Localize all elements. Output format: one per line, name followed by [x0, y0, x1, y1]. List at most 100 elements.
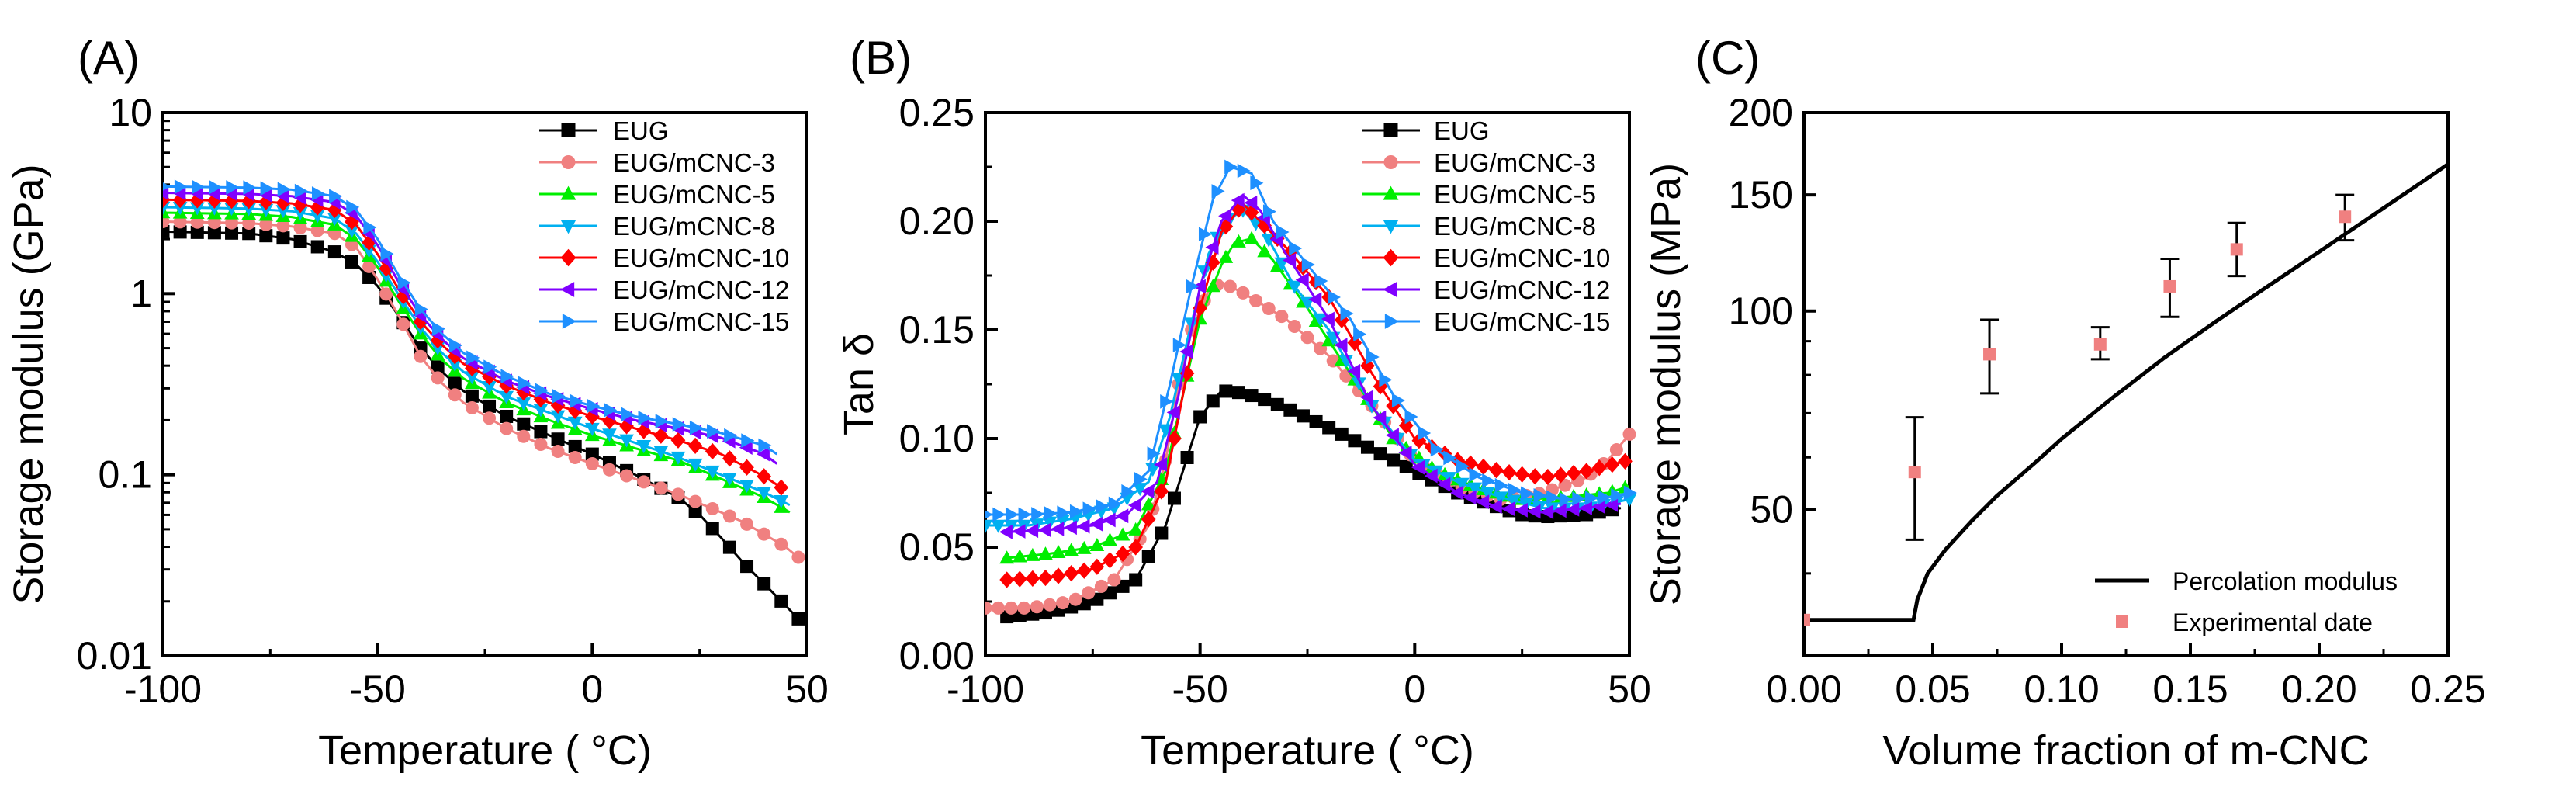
- data-point: [1572, 491, 1586, 506]
- data-point: [380, 246, 394, 262]
- data-point: [1489, 461, 1504, 479]
- legend-marker: [561, 123, 576, 137]
- data-point: [1480, 487, 1495, 501]
- data-point: [551, 432, 565, 446]
- legend-entry: EUG/mCNC-15: [1362, 307, 1610, 336]
- legend: EUG EUG/mCNC-3 EUG/mCNC-5 EUG/mCNC-8 EUG/mCN…: [539, 116, 789, 336]
- legend-marker: [1384, 314, 1399, 329]
- data-point: [739, 440, 753, 456]
- data-point: [1584, 491, 1598, 506]
- x-tick-label: 0: [581, 667, 603, 711]
- data-point: [1017, 601, 1031, 615]
- data-point: [190, 225, 204, 239]
- data-point: [550, 410, 566, 424]
- data-point: [517, 417, 531, 431]
- data-point: [1463, 490, 1477, 505]
- legend-entry: EUG/mCNC-3: [1362, 148, 1596, 177]
- data-point: [638, 411, 652, 425]
- data-point: [1515, 466, 1530, 483]
- data-point: [1244, 195, 1258, 210]
- x-tick-label: -100: [124, 667, 202, 711]
- data-point: [1347, 363, 1361, 379]
- data-point: [620, 469, 634, 483]
- data-point: [1102, 512, 1116, 528]
- data-point: [653, 446, 669, 459]
- legend-label: EUG/mCNC-10: [613, 244, 789, 272]
- legend-label: EUG/mCNC-12: [613, 276, 789, 304]
- data-point: [241, 192, 257, 210]
- data-point: [757, 468, 772, 485]
- data-point: [1132, 483, 1148, 497]
- data-point: [774, 479, 789, 496]
- data-point: [1115, 545, 1130, 563]
- data-point: [992, 601, 1006, 615]
- data-point: [259, 229, 273, 243]
- data-point: [707, 424, 721, 439]
- data-point: [1141, 484, 1155, 499]
- x-tick-label: 0.15: [2152, 667, 2228, 711]
- legend-marker: [1383, 220, 1399, 234]
- data-point: [242, 227, 256, 241]
- data-point: [277, 182, 291, 197]
- data-point: [1076, 518, 1090, 534]
- data-point: [1044, 506, 1058, 521]
- data-point: [653, 427, 669, 444]
- data-point: [483, 399, 497, 413]
- legend-label: Experimental date: [2173, 608, 2373, 636]
- legend-entry: EUG/mCNC-5: [1362, 180, 1596, 209]
- data-point: [1154, 483, 1169, 500]
- panel-label: (B): [850, 32, 912, 84]
- data-point: [241, 203, 257, 217]
- data-point: [1121, 484, 1135, 499]
- data-point: [1186, 279, 1200, 294]
- x-tick-label: 0.25: [2410, 667, 2485, 711]
- data-point: [242, 217, 256, 231]
- data-point: [1469, 467, 1483, 483]
- data-point: [1501, 501, 1515, 517]
- data-point: [722, 540, 736, 554]
- data-point: [1399, 459, 1413, 473]
- data-point: [1359, 390, 1373, 405]
- legend-entry: EUG/mCNC-8: [539, 212, 775, 241]
- data-point: [567, 416, 583, 430]
- data-point: [1508, 482, 1522, 498]
- data-point: [568, 451, 582, 465]
- data-point: [1437, 477, 1451, 492]
- data-point: [1605, 498, 1619, 512]
- data-point: [687, 437, 703, 455]
- data-point: [1373, 410, 1387, 425]
- data-point: [740, 560, 754, 574]
- data-point: [362, 270, 376, 284]
- legend-label: EUG/mCNC-12: [1434, 276, 1610, 304]
- data-point: [705, 465, 720, 479]
- data-point: [1309, 414, 1323, 428]
- data-point: [999, 550, 1015, 564]
- data-point: [163, 224, 170, 238]
- legend-entry: EUG/mCNC-10: [539, 244, 789, 272]
- legend-label: Percolation modulus: [2173, 567, 2398, 595]
- data-point: [327, 213, 342, 227]
- data-point: [602, 428, 617, 442]
- legend-marker: [2116, 615, 2128, 628]
- data-point: [1287, 320, 1301, 334]
- data-point: [1244, 231, 1259, 244]
- data-point: [757, 487, 772, 501]
- data-point: [1082, 586, 1096, 600]
- data-point: [1064, 564, 1079, 582]
- y-tick-label: 200: [1729, 91, 1793, 134]
- data-point: [1533, 488, 1547, 503]
- legend-label: EUG/mCNC-15: [1434, 307, 1610, 336]
- series-percolation-modulus: [1804, 162, 2450, 622]
- data-point: [1296, 409, 1310, 423]
- data-point: [687, 458, 703, 472]
- data-point: [1031, 507, 1045, 522]
- data-point: [1540, 468, 1556, 486]
- data-point: [534, 425, 548, 439]
- data-point: [1553, 503, 1567, 518]
- data-point: [431, 371, 445, 385]
- data-point: [791, 550, 805, 564]
- data-point: [1155, 526, 1169, 540]
- data-point: [1141, 550, 1155, 563]
- data-point: [1193, 410, 1207, 424]
- data-point: [362, 259, 376, 273]
